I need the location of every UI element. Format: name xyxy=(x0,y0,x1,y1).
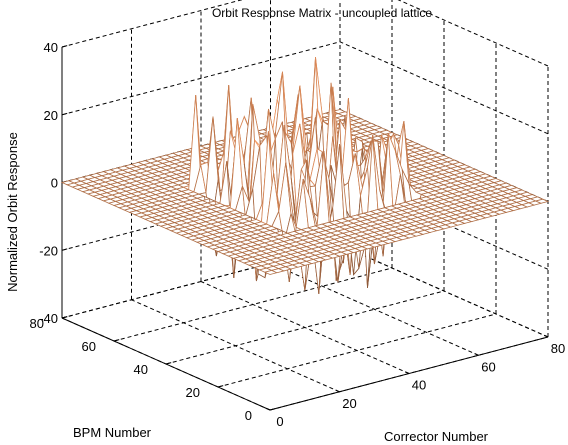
surface-cell xyxy=(534,198,550,204)
z-tick-label: 20 xyxy=(44,108,58,123)
corrector-tick-mark xyxy=(543,334,549,338)
bpm-tick-mark xyxy=(269,408,276,411)
corrector-tick-label: 20 xyxy=(342,396,356,411)
y-axis-label: BPM Number xyxy=(73,425,152,440)
surface-mesh xyxy=(60,57,550,294)
chart-title: Orbit Response Matrix - uncoupled lattic… xyxy=(212,6,432,20)
corrector-tick-mark xyxy=(404,371,410,374)
z-tick-mark xyxy=(61,45,68,48)
bpm-tick-label: 0 xyxy=(245,408,252,423)
z-tick-mark xyxy=(61,316,68,319)
z-tick-label: -40 xyxy=(39,311,58,326)
corrector-tick-label: 40 xyxy=(412,378,426,393)
back-wall-grid-line-z xyxy=(61,0,243,48)
corrector-tick-label: 60 xyxy=(481,359,495,374)
z-tick-label: 0 xyxy=(51,176,58,191)
side-wall-grid-line-z xyxy=(397,0,549,67)
floor-grid-line-bpm xyxy=(165,290,445,365)
corrector-tick-label: 0 xyxy=(276,414,283,429)
bpm-tick-mark xyxy=(113,339,120,342)
bpm-tick-label: 80 xyxy=(30,316,44,331)
z-tick-label: -20 xyxy=(39,243,58,258)
floor-grid-line-corrector xyxy=(270,262,479,356)
floor-grid-line-bpm xyxy=(217,313,497,388)
bpm-tick-label: 40 xyxy=(134,362,148,377)
z-tick-mark xyxy=(61,112,68,116)
x-axis-label: Corrector Number xyxy=(384,429,489,444)
z-tick-label: 40 xyxy=(44,40,58,55)
z-axis-label: Normalized Orbit Response xyxy=(5,132,20,292)
bpm-tick-label: 20 xyxy=(186,385,200,400)
side-wall-grid-line-z xyxy=(339,41,549,135)
corrector-tick-mark xyxy=(474,353,479,356)
floor-grid-line-bpm xyxy=(113,267,393,342)
corrector-tick-label: 80 xyxy=(551,341,565,356)
back-wall-grid-line-z xyxy=(61,41,341,116)
z-tick-mark xyxy=(61,248,68,251)
corrector-tick-mark xyxy=(265,407,271,411)
side-wall-grid-line-z xyxy=(339,244,549,338)
bpm-tick-mark xyxy=(217,385,224,388)
bpm-tick-mark xyxy=(165,362,172,365)
corrector-tick-mark xyxy=(335,389,340,393)
bpm-tick-label: 60 xyxy=(82,339,96,354)
